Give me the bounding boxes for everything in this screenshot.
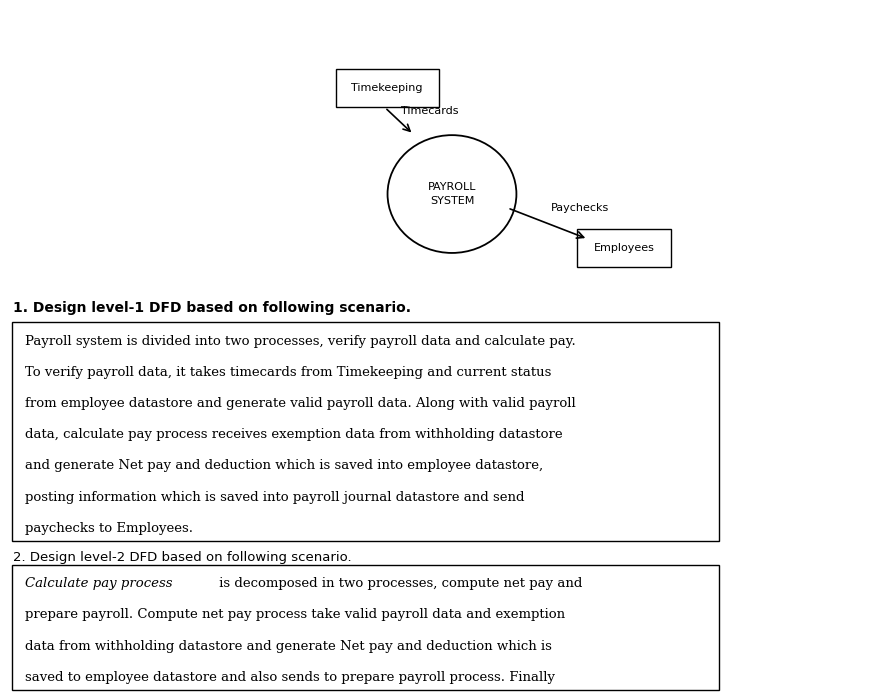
Text: saved to employee datastore and also sends to prepare payroll process. Finally: saved to employee datastore and also sen… bbox=[25, 671, 554, 684]
Text: Timecards: Timecards bbox=[401, 107, 458, 116]
Text: PAYROLL
SYSTEM: PAYROLL SYSTEM bbox=[427, 182, 476, 206]
Text: Calculate pay process: Calculate pay process bbox=[25, 577, 173, 590]
Text: paychecks to Employees.: paychecks to Employees. bbox=[25, 522, 193, 535]
Text: Employees: Employees bbox=[593, 243, 654, 253]
Ellipse shape bbox=[387, 135, 516, 253]
Text: is decomposed in two processes, compute net pay and: is decomposed in two processes, compute … bbox=[215, 577, 582, 590]
FancyBboxPatch shape bbox=[577, 229, 670, 267]
Text: posting information which is saved into payroll journal datastore and send: posting information which is saved into … bbox=[25, 491, 524, 504]
Text: Paychecks: Paychecks bbox=[550, 204, 608, 213]
Text: 1. Design level-1 DFD based on following scenario.: 1. Design level-1 DFD based on following… bbox=[13, 301, 411, 315]
Text: Timekeeping: Timekeeping bbox=[351, 83, 422, 94]
Text: To verify payroll data, it takes timecards from Timekeeping and current status: To verify payroll data, it takes timecar… bbox=[25, 366, 551, 379]
Text: from employee datastore and generate valid payroll data. Along with valid payrol: from employee datastore and generate val… bbox=[25, 397, 575, 410]
Text: Payroll system is divided into two processes, verify payroll data and calculate : Payroll system is divided into two proce… bbox=[25, 335, 575, 348]
Text: and generate Net pay and deduction which is saved into employee datastore,: and generate Net pay and deduction which… bbox=[25, 459, 543, 473]
FancyBboxPatch shape bbox=[12, 322, 718, 541]
Text: prepare payroll. Compute net pay process take valid payroll data and exemption: prepare payroll. Compute net pay process… bbox=[25, 608, 564, 622]
FancyBboxPatch shape bbox=[335, 69, 438, 107]
Text: 2. Design level-2 DFD based on following scenario.: 2. Design level-2 DFD based on following… bbox=[13, 551, 351, 564]
Text: data from withholding datastore and generate Net pay and deduction which is: data from withholding datastore and gene… bbox=[25, 640, 552, 653]
FancyBboxPatch shape bbox=[12, 565, 718, 690]
Text: data, calculate pay process receives exemption data from withholding datastore: data, calculate pay process receives exe… bbox=[25, 428, 562, 441]
